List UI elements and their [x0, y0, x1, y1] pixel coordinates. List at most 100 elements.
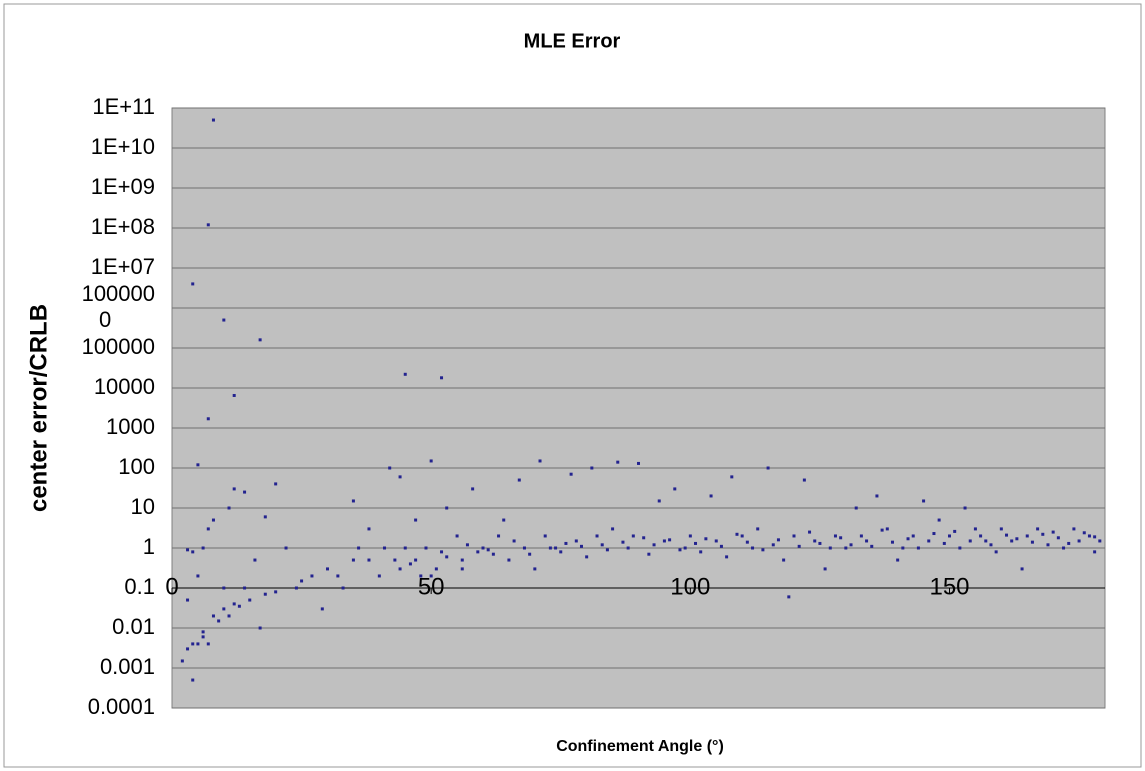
point: [243, 490, 247, 494]
point: [528, 552, 532, 556]
point: [1015, 537, 1019, 541]
point: [688, 534, 692, 538]
point: [637, 461, 640, 465]
point: [196, 574, 200, 578]
point: [1093, 535, 1097, 539]
point: [367, 527, 371, 531]
point: [621, 540, 625, 544]
point: [808, 530, 812, 534]
point: [890, 540, 894, 544]
point: [186, 598, 190, 602]
point: [186, 647, 190, 651]
point: [201, 635, 205, 639]
point: [217, 619, 221, 623]
point: [973, 527, 977, 531]
point: [885, 527, 889, 531]
point: [258, 338, 262, 342]
point: [1082, 531, 1086, 535]
point: [937, 518, 941, 522]
point: [398, 567, 402, 571]
y-axis-label: center error/CRLB: [25, 304, 52, 512]
point: [201, 630, 205, 634]
point: [766, 466, 770, 470]
chart-title: MLE Error: [524, 30, 621, 52]
point: [351, 499, 355, 503]
point: [408, 562, 412, 566]
point: [564, 541, 568, 545]
point: [600, 543, 604, 547]
point: [258, 626, 262, 630]
point: [419, 574, 423, 578]
point: [196, 463, 200, 467]
point: [833, 534, 837, 538]
point: [849, 543, 853, 547]
point: [859, 534, 863, 538]
point: [227, 614, 231, 618]
point: [222, 318, 226, 322]
point: [284, 546, 288, 550]
point: [201, 546, 205, 550]
point: [522, 546, 526, 550]
point: [481, 546, 485, 550]
y-tick-label: 100000 0: [82, 281, 155, 332]
point: [616, 460, 620, 464]
point: [984, 539, 988, 543]
point: [191, 282, 195, 286]
x-tick-label: 0: [165, 573, 178, 600]
point: [440, 550, 444, 554]
point: [999, 527, 1003, 531]
point: [1025, 534, 1029, 538]
point: [585, 555, 589, 559]
point: [196, 642, 200, 646]
point: [1062, 546, 1066, 550]
point: [222, 607, 226, 611]
x-tick-label: 50: [418, 573, 445, 600]
point: [678, 548, 682, 552]
y-tick-label: 1E+07: [91, 254, 155, 279]
y-tick-label: 1000: [106, 414, 155, 439]
point: [538, 459, 542, 463]
point: [429, 574, 433, 578]
point: [958, 546, 962, 550]
y-tick-label: 100: [118, 454, 155, 479]
y-tick-label: 1: [143, 534, 155, 559]
point: [206, 223, 210, 227]
point: [533, 567, 537, 571]
y-tick-label: 100000: [82, 334, 155, 359]
point: [569, 472, 573, 476]
point: [211, 118, 215, 122]
y-tick-label: 10000: [94, 374, 155, 399]
point: [486, 548, 490, 552]
x-tick-label: 150: [929, 573, 969, 600]
point: [1005, 533, 1009, 537]
plot-area: [171, 107, 1106, 709]
point: [1072, 527, 1076, 531]
point: [491, 552, 495, 556]
point: [1067, 541, 1071, 545]
point: [559, 550, 563, 554]
point: [730, 475, 734, 479]
point: [942, 541, 946, 545]
point: [709, 494, 713, 498]
y-tick-label: 0.1: [124, 574, 155, 599]
point: [1010, 539, 1014, 543]
point: [668, 538, 672, 542]
point: [719, 544, 723, 548]
point: [870, 544, 874, 548]
point: [906, 537, 910, 541]
point: [756, 527, 760, 531]
point: [460, 558, 464, 562]
point: [341, 586, 345, 590]
point: [968, 539, 972, 543]
point: [206, 642, 210, 646]
point: [232, 602, 236, 606]
point: [989, 543, 993, 547]
point: [818, 541, 822, 545]
point: [1051, 530, 1055, 534]
y-tick-label-line: 0: [99, 307, 111, 332]
point: [782, 558, 786, 562]
point: [434, 567, 438, 571]
point: [844, 546, 848, 550]
point: [274, 482, 278, 486]
